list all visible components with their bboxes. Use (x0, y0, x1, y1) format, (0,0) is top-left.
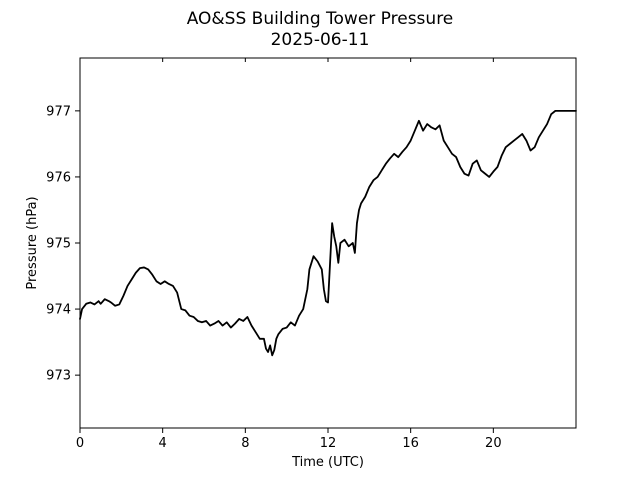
y-axis-ticks: 973 974 975 976 977 (46, 104, 80, 384)
x-axis-label: Time (UTC) (291, 455, 364, 470)
y-tick-label: 976 (46, 170, 71, 185)
x-axis-ticks: 0 4 8 12 16 20 (76, 58, 502, 451)
x-tick-label: 4 (159, 436, 167, 451)
x-tick-label: 8 (241, 436, 249, 451)
x-tick-label: 16 (402, 436, 419, 451)
x-tick-label: 12 (320, 436, 337, 451)
y-tick-label: 974 (46, 303, 71, 318)
y-tick-label: 973 (46, 369, 71, 384)
chart-title: AO&SS Building Tower Pressure (187, 9, 454, 29)
y-tick-label: 975 (46, 237, 71, 252)
chart-subtitle: 2025-06-11 (271, 30, 370, 50)
y-axis-label: Pressure (hPa) (25, 196, 40, 289)
pressure-series-line (79, 109, 577, 357)
x-tick-label: 20 (485, 436, 502, 451)
plot-area-frame (79, 57, 577, 429)
y-tick-label: 977 (46, 104, 71, 119)
x-tick-label: 0 (76, 436, 84, 451)
